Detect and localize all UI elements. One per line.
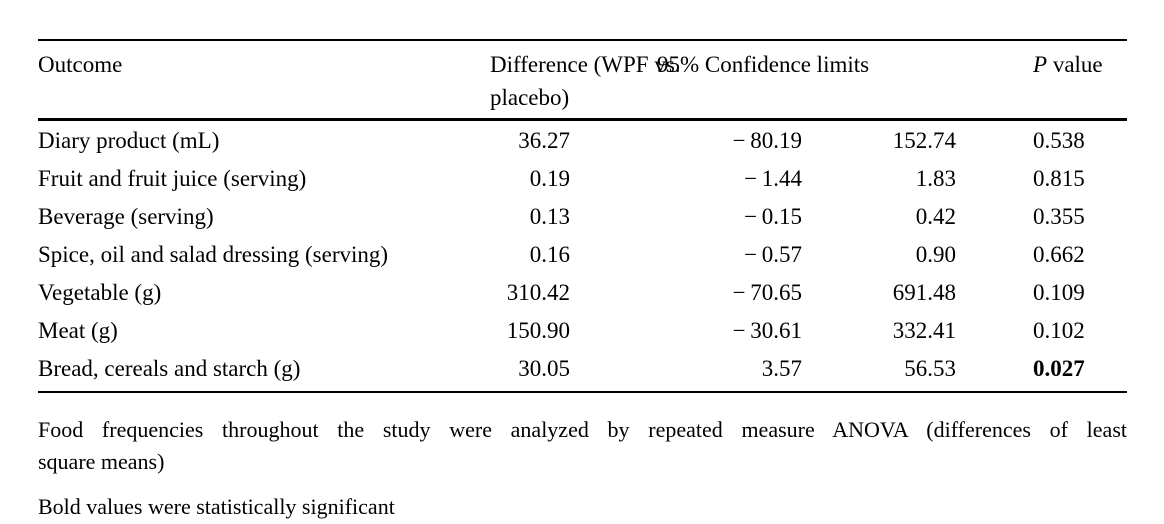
table-rule-bottom	[38, 391, 1127, 393]
table-footnotes: Food frequencies throughout the study we…	[38, 396, 1127, 523]
difference-cell: 36.27	[518, 128, 570, 153]
p-value-cell: 0.027	[1033, 356, 1085, 381]
ci-upper-cell: 332.41	[892, 318, 956, 343]
column-header-difference: Difference (WPF vs. placebo)	[490, 48, 681, 114]
column-header-difference-line2: placebo)	[490, 85, 570, 110]
ci-lower-cell: − 1.44	[744, 166, 802, 191]
ci-lower-cell: − 0.57	[744, 242, 802, 267]
table-rule-top	[38, 39, 1127, 41]
outcome-cell: Fruit and fruit juice (serving)	[38, 166, 307, 191]
p-value-cell: 0.355	[1033, 204, 1085, 229]
ci-lower-cell: − 0.15	[744, 204, 802, 229]
ci-lower-cell: 3.57	[761, 356, 802, 381]
difference-cell: 0.19	[529, 166, 570, 191]
difference-cell: 150.90	[506, 318, 570, 343]
table-row: Diary product (mL) 36.27 − 80.19 152.74 …	[38, 122, 1127, 160]
column-header-confidence-limits: 95% Confidence limits	[657, 52, 870, 77]
column-header-difference-line1: Difference (WPF vs.	[490, 52, 681, 77]
p-value-cell: 0.102	[1033, 318, 1085, 343]
footnote-anova: Food frequencies throughout the study we…	[38, 414, 1127, 478]
p-value-cell: 0.109	[1033, 280, 1085, 305]
ci-upper-cell: 152.74	[892, 128, 956, 153]
table-row: Spice, oil and salad dressing (serving) …	[38, 236, 1127, 274]
column-header-p-value: P value	[1033, 48, 1103, 81]
table-header-row: Outcome Difference (WPF vs. placebo) 95% …	[38, 41, 1127, 118]
ci-lower-cell: − 70.65	[732, 280, 802, 305]
footnote-anova-line1: Food frequencies throughout the study we…	[38, 417, 1127, 442]
p-value-cell: 0.538	[1033, 128, 1085, 153]
outcome-cell: Bread, cereals and starch (g)	[38, 356, 301, 381]
table-rule-header-separator	[38, 118, 1127, 121]
table-row: Beverage (serving) 0.13 − 0.15 0.42 0.35…	[38, 198, 1127, 236]
outcome-cell: Spice, oil and salad dressing (serving)	[38, 242, 389, 267]
footnote-anova-line2: square means)	[38, 449, 165, 474]
difference-cell: 310.42	[506, 280, 570, 305]
outcome-cell: Vegetable (g)	[38, 280, 162, 305]
ci-upper-cell: 56.53	[904, 356, 956, 381]
footnote-bold-significance: Bold values were statistically significa…	[38, 494, 395, 519]
table-row: Meat (g) 150.90 − 30.61 332.41 0.102	[38, 312, 1127, 350]
ci-lower-cell: − 30.61	[732, 318, 802, 343]
p-value-cell: 0.662	[1033, 242, 1085, 267]
p-value-cell: 0.815	[1033, 166, 1085, 191]
difference-cell: 0.16	[529, 242, 570, 267]
results-table: Outcome Difference (WPF vs. placebo) 95% …	[38, 39, 1127, 393]
table-row: Vegetable (g) 310.42 − 70.65 691.48 0.10…	[38, 274, 1127, 312]
table-row: Fruit and fruit juice (serving) 0.19 − 1…	[38, 160, 1127, 198]
ci-upper-cell: 1.83	[915, 166, 956, 191]
column-header-outcome: Outcome	[38, 52, 123, 77]
difference-cell: 0.13	[529, 204, 570, 229]
ci-upper-cell: 0.42	[915, 204, 956, 229]
difference-cell: 30.05	[518, 356, 570, 381]
outcome-cell: Meat (g)	[38, 318, 118, 343]
ci-upper-cell: 691.48	[892, 280, 956, 305]
p-value-header-rest: value	[1047, 52, 1103, 77]
outcome-cell: Diary product (mL)	[38, 128, 220, 153]
ci-lower-cell: − 80.19	[732, 128, 802, 153]
table-body: Diary product (mL) 36.27 − 80.19 152.74 …	[38, 121, 1127, 391]
table-row: Bread, cereals and starch (g) 30.05 3.57…	[38, 350, 1127, 388]
p-value-header-italic-p: P	[1033, 52, 1048, 77]
ci-upper-cell: 0.90	[915, 242, 956, 267]
outcome-cell: Beverage (serving)	[38, 204, 214, 229]
